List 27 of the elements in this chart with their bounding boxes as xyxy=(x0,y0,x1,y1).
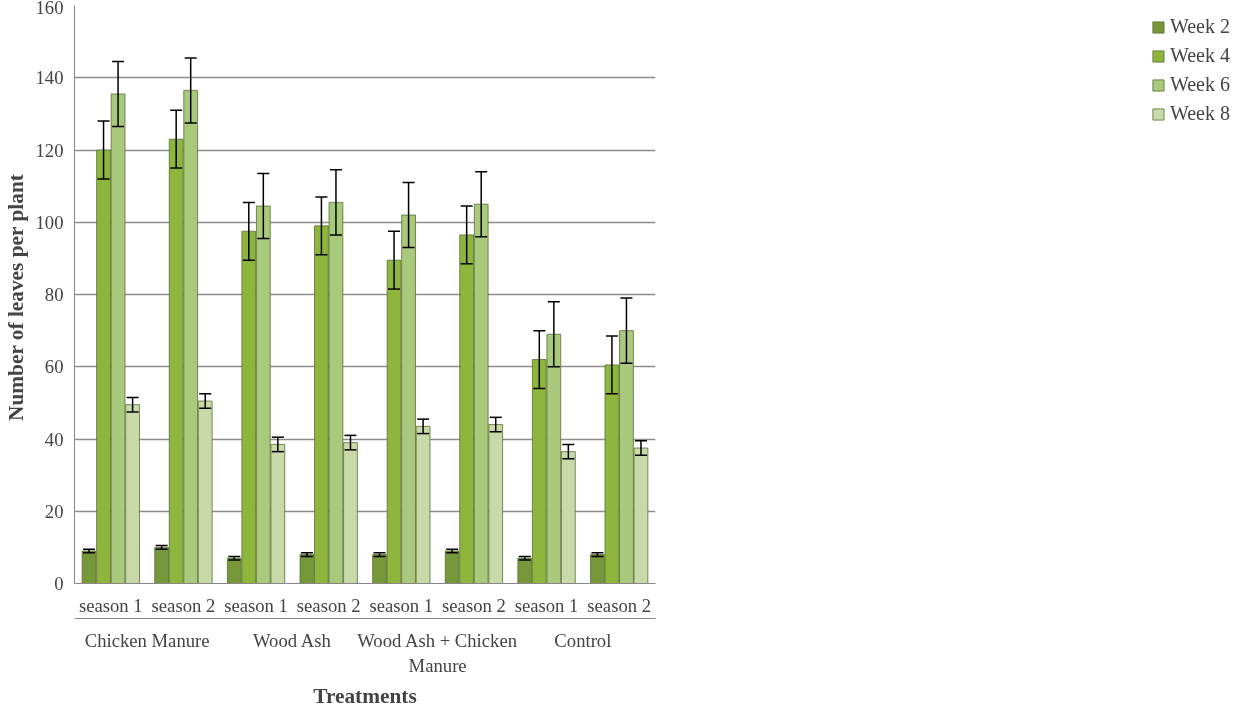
y-tick-label: 20 xyxy=(44,500,64,522)
y-tick-label: 60 xyxy=(44,356,64,378)
y-tick-label: 160 xyxy=(35,0,64,18)
text: Control xyxy=(554,629,612,651)
x-tick-label: season 1 xyxy=(224,594,288,616)
legend-label: Week 2 xyxy=(1169,15,1230,38)
x-tick-label: season 1 xyxy=(369,594,434,616)
x-tick-label: season 2 xyxy=(442,594,506,616)
legend-label: Week 6 xyxy=(1169,73,1230,96)
legend-label: Week 8 xyxy=(1169,102,1230,125)
x-tick-label: season 2 xyxy=(151,594,216,616)
y-axis-title: Number of leaves per plant xyxy=(3,173,28,421)
y-tick-label: 80 xyxy=(44,284,64,305)
text: Wood Ash + Chicken Manure xyxy=(357,629,518,676)
y-tick-label: 140 xyxy=(35,67,64,89)
y-tick-label: 40 xyxy=(44,428,64,450)
y-tick-label: 100 xyxy=(35,211,64,233)
text: Wood Ash xyxy=(252,629,332,651)
y-tick-label: 0 xyxy=(54,573,64,594)
x-tick-label: season 1 xyxy=(514,594,579,616)
y-tick-label: 120 xyxy=(35,139,64,161)
legend-label: Week 4 xyxy=(1169,44,1230,67)
text: Chicken Manure xyxy=(84,629,210,651)
x-tick-label: season 1 xyxy=(78,594,143,616)
x-axis-title: Treatments xyxy=(313,683,417,708)
x-tick-label: season 2 xyxy=(296,594,361,616)
x-tick-label: season 2 xyxy=(587,594,652,616)
